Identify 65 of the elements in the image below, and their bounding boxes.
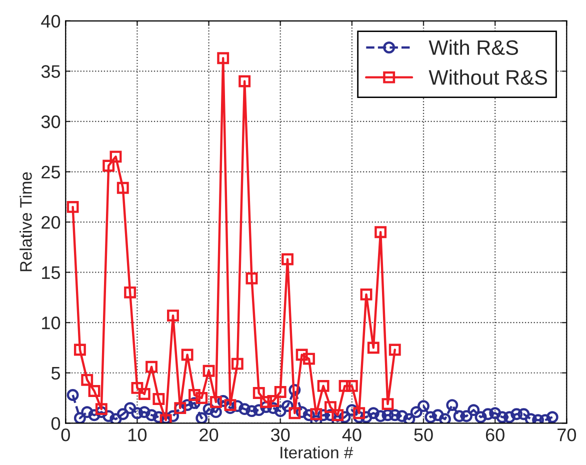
point bbox=[324, 401, 336, 414]
point bbox=[267, 395, 280, 407]
y-tick-label: 15 bbox=[42, 266, 60, 280]
y-tick-label: 35 bbox=[41, 65, 60, 78]
point bbox=[260, 396, 272, 408]
point bbox=[131, 382, 144, 394]
x-tick-label: 0 bbox=[61, 428, 70, 442]
x-tick-label: 30 bbox=[271, 428, 290, 442]
point bbox=[146, 360, 158, 373]
point bbox=[303, 352, 315, 365]
point bbox=[210, 396, 222, 408]
point bbox=[252, 387, 265, 399]
y-tick-label: 0 bbox=[51, 417, 60, 430]
point bbox=[238, 75, 251, 88]
y-tick-label: 40 bbox=[41, 14, 60, 28]
point bbox=[74, 344, 86, 356]
point bbox=[167, 310, 179, 322]
point bbox=[317, 380, 330, 392]
y-tick-label: 30 bbox=[41, 115, 60, 128]
point bbox=[202, 364, 215, 377]
point bbox=[246, 272, 258, 284]
point bbox=[310, 408, 322, 420]
point bbox=[288, 407, 301, 420]
point bbox=[382, 398, 394, 410]
point bbox=[282, 253, 294, 266]
point bbox=[116, 182, 129, 194]
point bbox=[296, 348, 308, 361]
point bbox=[274, 386, 286, 398]
y-tick-label: 5 bbox=[51, 366, 60, 380]
point bbox=[374, 226, 387, 238]
point bbox=[181, 348, 194, 361]
point bbox=[367, 342, 380, 354]
y-tick-label: 20 bbox=[42, 216, 60, 229]
point bbox=[88, 385, 100, 397]
x-tick-label: 60 bbox=[486, 428, 504, 442]
point bbox=[152, 393, 165, 405]
point bbox=[188, 389, 200, 401]
point bbox=[332, 409, 344, 422]
point bbox=[224, 399, 236, 412]
point bbox=[138, 388, 150, 400]
legend-label: Without R&S bbox=[428, 70, 547, 85]
x-tick-label: 70 bbox=[558, 428, 576, 442]
point bbox=[353, 407, 366, 420]
point bbox=[81, 374, 94, 386]
x-tick-label: 10 bbox=[128, 428, 147, 442]
point bbox=[95, 403, 108, 416]
point bbox=[346, 380, 358, 392]
point bbox=[102, 160, 115, 172]
y-tick-label: 10 bbox=[42, 316, 60, 330]
point bbox=[338, 380, 351, 392]
y-tick-label: 25 bbox=[42, 166, 60, 178]
x-tick-label: 50 bbox=[414, 428, 433, 442]
legend-label: With R&S bbox=[428, 40, 518, 55]
y-axis-title: Relative Time bbox=[20, 172, 32, 272]
x-tick-label: 40 bbox=[342, 428, 362, 442]
x-tick-label: 20 bbox=[200, 428, 218, 442]
point bbox=[196, 392, 208, 404]
point bbox=[110, 150, 122, 163]
point bbox=[124, 286, 136, 298]
point bbox=[217, 52, 230, 64]
point bbox=[231, 358, 244, 370]
x-axis-title: Iteration # bbox=[280, 446, 354, 458]
point bbox=[360, 288, 372, 300]
point bbox=[66, 200, 79, 213]
point bbox=[388, 344, 401, 356]
